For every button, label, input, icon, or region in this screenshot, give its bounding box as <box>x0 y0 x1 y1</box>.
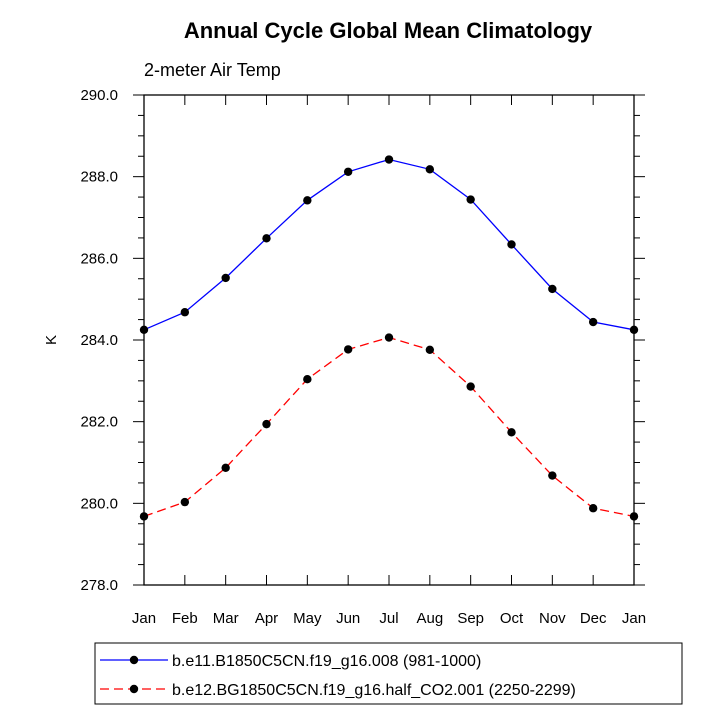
data-point <box>303 375 312 384</box>
y-axis-label: K <box>43 335 60 345</box>
x-tick-label: Feb <box>172 610 198 627</box>
data-point <box>466 195 475 204</box>
data-point <box>139 512 149 521</box>
data-point <box>262 234 271 243</box>
legend-item-2: b.e12.BG1850C5CN.f19_g16.half_CO2.001 (2… <box>100 682 576 699</box>
data-point <box>221 463 230 473</box>
x-tick-label: May <box>293 610 322 627</box>
data-point <box>588 504 598 513</box>
data-point <box>507 240 516 249</box>
x-tick-label: Dec <box>580 610 607 627</box>
series-line <box>143 158 635 331</box>
series-1 <box>139 155 639 334</box>
data-point <box>384 333 394 342</box>
y-tick-label: 284.0 <box>80 332 118 349</box>
data-point <box>629 325 639 334</box>
y-tick-label: 286.0 <box>80 250 118 267</box>
data-point <box>343 167 353 176</box>
data-point <box>588 317 598 327</box>
x-tick-labels: Jan Feb Mar Apr May Jun Jul Aug Sep Oct Nov Dec Jan <box>132 610 646 627</box>
data-point <box>180 497 190 507</box>
x-tick-label: Mar <box>213 610 239 627</box>
legend-item-1: b.e11.B1850C5CN.f19_g16.008 (981-1000) <box>100 653 481 670</box>
x-tick-label: Jan <box>622 610 646 627</box>
legend-label: b.e11.B1850C5CN.f19_g16.008 (981-1000) <box>172 653 481 670</box>
y-tick-labels: 278.0 280.0 282.0 284.0 286.0 288.0 290.0 <box>80 87 118 594</box>
data-point <box>629 512 639 521</box>
data-point <box>425 165 435 174</box>
data-point <box>384 155 394 164</box>
legend-marker <box>129 684 139 694</box>
legend: b.e11.B1850C5CN.f19_g16.008 (981-1000) b.… <box>100 653 576 699</box>
data-point <box>425 345 435 354</box>
y-tick-label: 280.0 <box>80 495 118 512</box>
legend-marker <box>129 655 139 665</box>
chart-title: Annual Cycle Global Mean Climatology <box>184 18 593 43</box>
x-tick-label: Jul <box>379 610 398 627</box>
y-tick-label: 282.0 <box>80 414 118 431</box>
data-point <box>548 284 557 294</box>
data-point <box>303 196 312 205</box>
data-point <box>548 471 557 480</box>
x-tick-label: Nov <box>539 610 566 627</box>
data-point <box>466 382 475 391</box>
data-point <box>180 308 190 317</box>
x-tick-label: Oct <box>500 610 524 627</box>
legend-label: b.e12.BG1850C5CN.f19_g16.half_CO2.001 (2… <box>172 682 576 699</box>
data-point <box>139 325 149 334</box>
data-point <box>343 345 353 354</box>
x-tick-label: Jan <box>132 610 156 627</box>
y-tick-label: 288.0 <box>80 169 118 186</box>
series-2 <box>139 333 639 521</box>
data-point <box>507 428 516 437</box>
series-line <box>143 336 635 518</box>
legend-box <box>94 642 683 705</box>
series-layer <box>139 155 639 521</box>
chart-subtitle: 2-meter Air Temp <box>144 60 281 80</box>
x-tick-label: Aug <box>416 610 443 627</box>
data-point <box>262 419 271 429</box>
x-tick-label: Apr <box>255 610 278 627</box>
axis-ticks <box>133 94 645 586</box>
data-point <box>221 273 230 283</box>
y-tick-label: 278.0 <box>80 577 118 594</box>
x-tick-label: Sep <box>457 610 484 627</box>
y-tick-label: 290.0 <box>80 87 118 104</box>
x-tick-label: Jun <box>336 610 360 627</box>
